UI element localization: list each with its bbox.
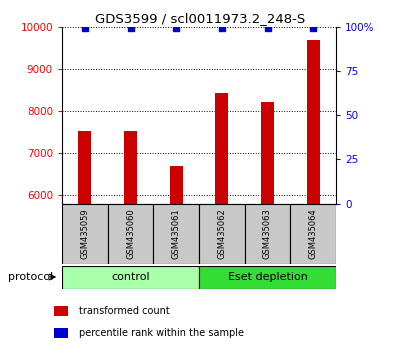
FancyBboxPatch shape	[199, 266, 336, 289]
Bar	[54, 327, 68, 338]
Text: GSM435061: GSM435061	[172, 208, 181, 259]
FancyBboxPatch shape	[153, 204, 199, 264]
FancyBboxPatch shape	[245, 204, 290, 264]
Bar	[261, 102, 274, 204]
Bar	[78, 131, 91, 204]
Text: GSM435060: GSM435060	[126, 208, 135, 259]
Bar	[54, 306, 68, 316]
Text: control: control	[111, 272, 150, 282]
Bar	[216, 93, 228, 204]
Text: GSM435064: GSM435064	[309, 208, 318, 259]
Text: Eset depletion: Eset depletion	[228, 272, 308, 282]
Bar	[124, 131, 137, 204]
Bar	[307, 40, 320, 204]
FancyBboxPatch shape	[108, 204, 153, 264]
Bar	[170, 166, 182, 204]
Text: percentile rank within the sample: percentile rank within the sample	[79, 328, 244, 338]
Text: protocol: protocol	[8, 272, 53, 282]
Text: GSM435062: GSM435062	[217, 208, 226, 259]
Text: transformed count: transformed count	[79, 306, 170, 315]
FancyBboxPatch shape	[290, 204, 336, 264]
Text: GSM435059: GSM435059	[80, 208, 89, 259]
FancyBboxPatch shape	[62, 266, 199, 289]
Text: GSM435063: GSM435063	[263, 208, 272, 259]
FancyBboxPatch shape	[62, 204, 108, 264]
FancyBboxPatch shape	[199, 204, 245, 264]
Text: GDS3599 / scl0011973.2_248-S: GDS3599 / scl0011973.2_248-S	[95, 12, 305, 25]
